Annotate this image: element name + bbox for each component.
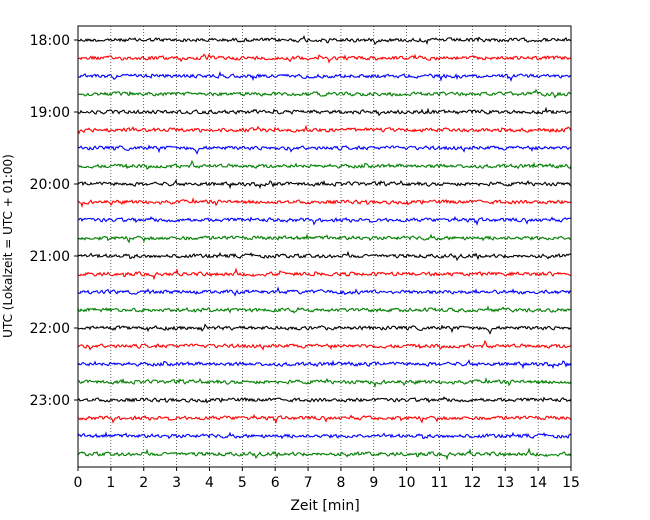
trace-line (77, 377, 572, 389)
trace-line (77, 323, 572, 335)
grid-lines (110, 26, 539, 467)
trace-line (77, 413, 572, 425)
x-tick-label: 0 (74, 475, 83, 491)
x-tick-label: 10 (398, 475, 416, 491)
y-tick-label: 21:00 (30, 249, 70, 265)
trace-line (77, 359, 572, 370)
trace-line (77, 197, 572, 209)
trace-line (77, 106, 572, 117)
x-tick-label: 3 (172, 475, 181, 491)
trace-line (77, 250, 572, 262)
y-tick-label: 20:00 (30, 177, 70, 193)
trace-line (77, 144, 572, 155)
trace-line (77, 88, 572, 99)
trace-line (77, 124, 572, 135)
trace-line (77, 286, 572, 297)
x-tick-label: 4 (205, 475, 214, 491)
x-tick-label: 7 (304, 475, 313, 491)
trace-line (77, 339, 572, 351)
trace-line (77, 431, 572, 440)
x-axis-label: Zeit [min] (290, 498, 359, 514)
y-tick-label: 18:00 (30, 33, 70, 49)
seismic-traces (77, 35, 572, 461)
x-tick-label: 14 (529, 475, 547, 491)
y-tick-label: 19:00 (30, 105, 70, 121)
y-tick-label: 23:00 (30, 393, 70, 409)
y-tick-label: 22:00 (30, 321, 70, 337)
x-tick-label: 1 (106, 475, 115, 491)
y-axis-label: UTC (Lokalzeit = UTC + 01:00) (1, 154, 15, 338)
trace-line (77, 267, 572, 281)
y-axis: 18:00 19:00 20:00 21:00 22:00 23:00 (30, 33, 78, 409)
trace-line (77, 447, 572, 461)
trace-line (77, 215, 572, 227)
x-tick-label: 12 (463, 475, 481, 491)
x-tick-label: 11 (431, 475, 449, 491)
x-tick-label: 9 (369, 475, 378, 491)
trace-line (77, 179, 572, 190)
x-tick-label: 5 (238, 475, 247, 491)
x-tick-label: 13 (496, 475, 514, 491)
trace-line (77, 53, 572, 64)
x-axis: 0 1 2 3 4 5 6 7 8 9 10 11 12 13 14 15 (74, 467, 580, 491)
trace-line (77, 159, 572, 170)
x-tick-label: 2 (139, 475, 148, 491)
trace-line (77, 396, 572, 404)
trace-line (77, 233, 572, 244)
x-tick-label: 8 (336, 475, 345, 491)
trace-line (77, 305, 572, 314)
x-tick-label: 15 (562, 475, 580, 491)
trace-line (77, 70, 572, 82)
trace-line (77, 35, 572, 46)
x-tick-label: 6 (271, 475, 280, 491)
plot-frame (77, 25, 572, 468)
